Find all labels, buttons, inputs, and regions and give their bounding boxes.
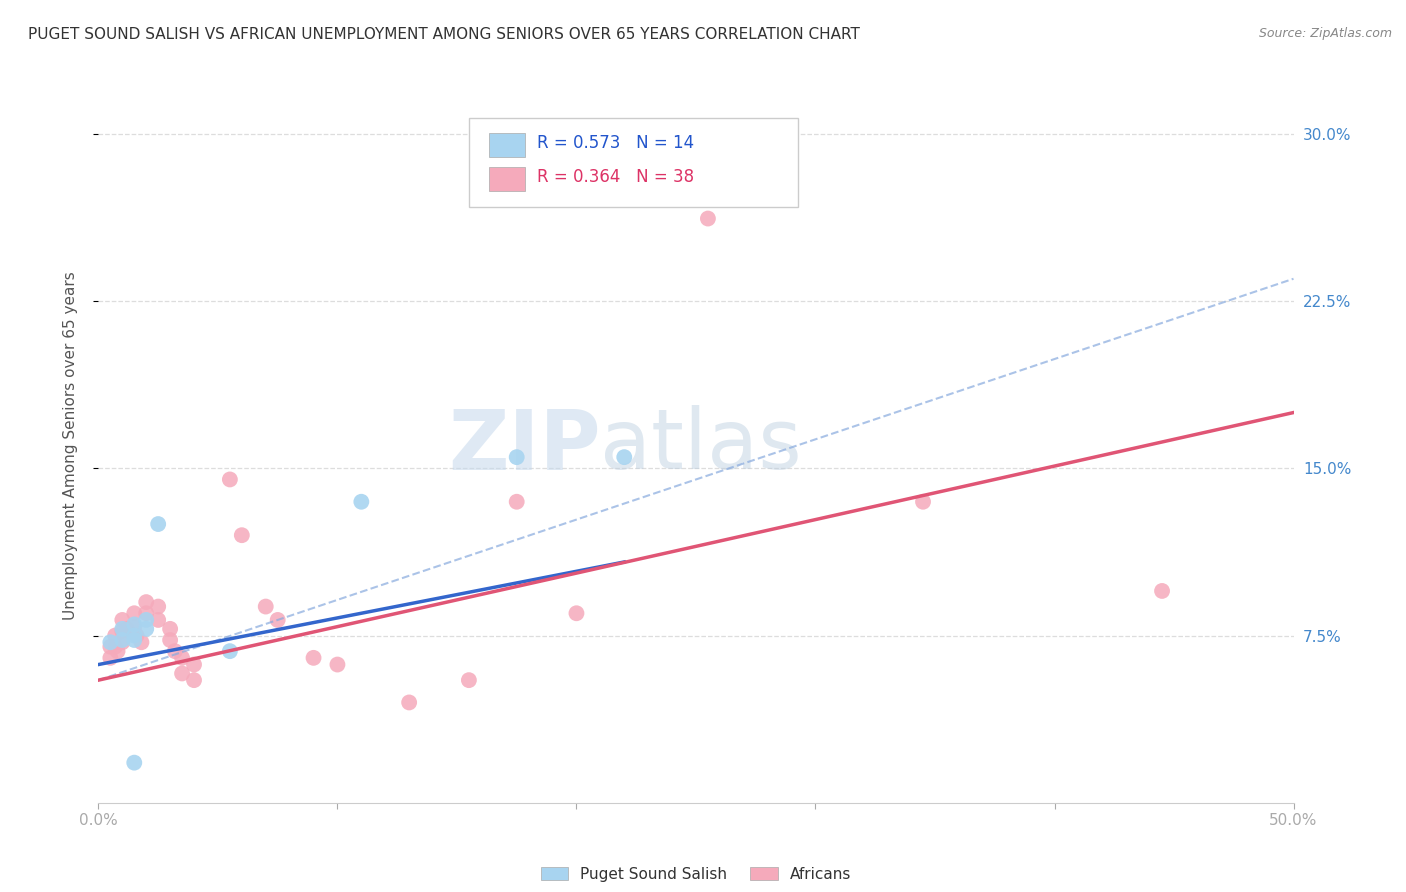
Point <box>111 622 134 636</box>
Point <box>219 473 242 487</box>
Point <box>506 450 529 465</box>
Point <box>124 628 146 642</box>
Point <box>98 640 122 654</box>
Point <box>107 644 129 658</box>
Legend: Puget Sound Salish, Africans: Puget Sound Salish, Africans <box>534 861 858 888</box>
Text: PUGET SOUND SALISH VS AFRICAN UNEMPLOYMENT AMONG SENIORS OVER 65 YEARS CORRELATI: PUGET SOUND SALISH VS AFRICAN UNEMPLOYME… <box>28 27 860 42</box>
Point <box>148 517 170 532</box>
Point <box>98 635 122 649</box>
Point <box>104 628 127 642</box>
Point <box>697 211 720 226</box>
Point <box>172 651 194 665</box>
Text: R = 0.364   N = 38: R = 0.364 N = 38 <box>537 168 695 186</box>
Point <box>350 494 373 508</box>
Point <box>565 607 588 621</box>
Point <box>104 640 127 654</box>
Point <box>1150 583 1173 598</box>
FancyBboxPatch shape <box>470 118 797 207</box>
FancyBboxPatch shape <box>489 167 524 191</box>
Point <box>135 607 157 621</box>
Point <box>745 182 768 196</box>
Point <box>131 635 153 649</box>
Point <box>124 619 146 633</box>
Text: ZIP: ZIP <box>449 406 600 486</box>
Point <box>135 595 157 609</box>
Point <box>111 635 134 649</box>
Point <box>135 622 157 636</box>
Point <box>398 696 420 710</box>
Point <box>302 651 325 665</box>
Text: Source: ZipAtlas.com: Source: ZipAtlas.com <box>1258 27 1392 40</box>
Point <box>98 651 122 665</box>
Point <box>124 607 146 621</box>
Point <box>506 494 529 508</box>
Point <box>148 599 170 614</box>
Point <box>159 622 181 636</box>
Text: R = 0.573   N = 14: R = 0.573 N = 14 <box>537 134 695 152</box>
Point <box>458 673 481 687</box>
Point <box>163 644 186 658</box>
Point <box>231 528 253 542</box>
Point <box>254 599 277 614</box>
Point <box>613 450 636 465</box>
Point <box>111 633 134 648</box>
Point <box>148 613 170 627</box>
Point <box>124 617 146 632</box>
Point <box>111 613 134 627</box>
Point <box>183 673 205 687</box>
Text: atlas: atlas <box>600 406 801 486</box>
Point <box>124 756 146 770</box>
FancyBboxPatch shape <box>489 133 524 157</box>
Point <box>111 624 134 639</box>
Point <box>326 657 349 672</box>
Point <box>125 628 148 642</box>
Point <box>159 633 181 648</box>
Point <box>183 657 205 672</box>
Point <box>115 622 138 636</box>
Y-axis label: Unemployment Among Seniors over 65 years: Unemployment Among Seniors over 65 years <box>63 272 77 620</box>
Point <box>172 666 194 681</box>
Point <box>124 633 146 648</box>
Point <box>135 613 157 627</box>
Point <box>219 644 242 658</box>
Point <box>911 494 934 508</box>
Point <box>267 613 290 627</box>
